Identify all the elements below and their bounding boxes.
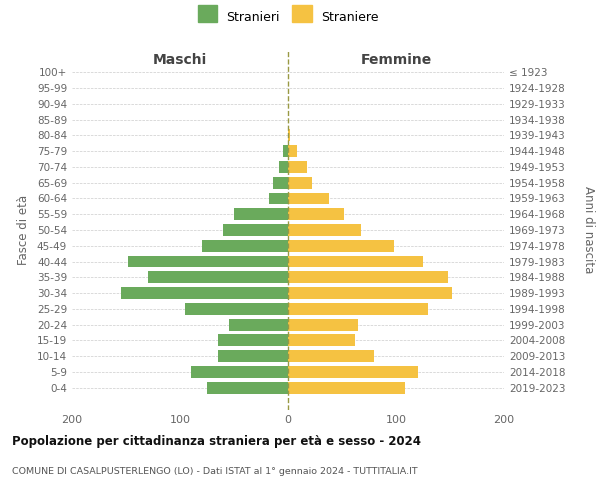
Bar [288,287,452,299]
Bar [207,382,288,394]
Bar [288,208,344,220]
Text: Popolazione per cittadinanza straniera per età e sesso - 2024: Popolazione per cittadinanza straniera p… [12,435,421,448]
Text: Maschi: Maschi [153,52,207,66]
Text: COMUNE DI CASALPUSTERLENGO (LO) - Dati ISTAT al 1° gennaio 2024 - TUTTITALIA.IT: COMUNE DI CASALPUSTERLENGO (LO) - Dati I… [12,468,418,476]
Bar [191,366,288,378]
Bar [288,334,355,346]
Bar [288,130,290,141]
Y-axis label: Fasce di età: Fasce di età [17,195,30,265]
Y-axis label: Anni di nascita: Anni di nascita [582,186,595,274]
Bar [121,287,288,299]
Bar [280,161,288,173]
Bar [288,256,423,268]
Bar [269,192,288,204]
Bar [283,145,288,157]
Bar [288,382,404,394]
Bar [185,303,288,315]
Bar [218,350,288,362]
Bar [202,240,288,252]
Bar [288,240,394,252]
Bar [288,272,448,283]
Bar [148,272,288,283]
Bar [288,192,329,204]
Bar [288,224,361,236]
Bar [218,334,288,346]
Bar [128,256,288,268]
Bar [223,224,288,236]
Bar [273,177,288,188]
Legend: Stranieri, Straniere: Stranieri, Straniere [193,6,383,29]
Bar [288,145,296,157]
Bar [288,303,428,315]
Bar [288,161,307,173]
Text: Femmine: Femmine [361,52,431,66]
Bar [288,318,358,330]
Bar [234,208,288,220]
Bar [229,318,288,330]
Bar [288,350,374,362]
Bar [288,366,418,378]
Bar [288,177,312,188]
